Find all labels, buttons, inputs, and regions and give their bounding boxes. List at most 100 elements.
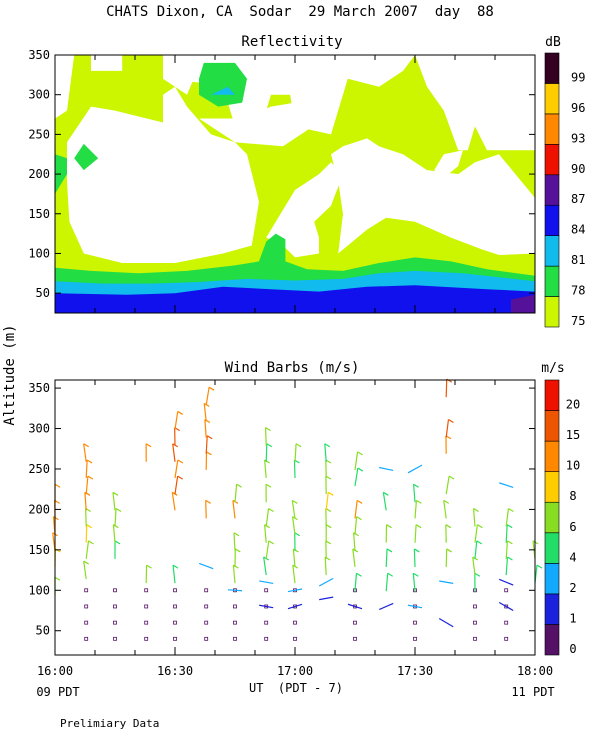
wind-barb-flag — [265, 483, 272, 488]
wind-barb — [413, 548, 416, 567]
wind-barb — [439, 580, 454, 584]
wind-barb-flag — [86, 524, 93, 529]
wind-barb — [414, 524, 417, 543]
calm-marker — [173, 620, 177, 625]
reflectivity-title: Reflectivity — [241, 34, 342, 50]
colorbar-label: 4 — [569, 550, 576, 564]
x-axis-label: UT (PDT - 7) — [249, 681, 343, 695]
colorbar-swatch-db-90 — [544, 144, 560, 176]
reflectivity-region-81-1 — [211, 86, 235, 95]
reflectivity-region-clear-6 — [434, 150, 463, 178]
colorbar-label: 10 — [566, 459, 580, 473]
wind-barb — [227, 589, 243, 592]
wind-barb-flag — [327, 491, 334, 496]
wind-barb-flag — [357, 451, 363, 456]
y-tick-label: 50 — [36, 624, 50, 638]
wind-barbs-x-axis: 16:00 16:30 17:00 17:30 18:00 — [37, 380, 553, 678]
calm-marker — [84, 620, 89, 625]
reflectivity-region-78-2 — [199, 62, 247, 107]
wind-barbs-title: Wind Barbs (m/s) — [225, 360, 360, 376]
colorbar-label: 87 — [571, 192, 585, 206]
calm-marker — [84, 636, 89, 641]
wind-barb-flag — [324, 443, 331, 448]
wind-barb — [292, 548, 296, 567]
wind-barb-flag — [114, 540, 121, 545]
wind-barb — [498, 578, 514, 586]
wind-barb — [265, 508, 270, 527]
calm-marker — [504, 588, 509, 593]
calm-marker — [413, 636, 417, 641]
wind-barb — [505, 524, 508, 543]
calm-marker — [413, 620, 417, 625]
wind-barb — [292, 565, 296, 584]
y-tick-label: 200 — [28, 502, 50, 516]
wind-barb — [445, 379, 448, 398]
colorbar-swatch-ms-4 — [544, 532, 560, 564]
wind-barb-flag — [507, 556, 513, 561]
footer-note: Prelimiary Data — [60, 717, 159, 730]
wind-barb — [291, 516, 296, 535]
wind-barb-flag — [477, 524, 483, 529]
wind-barb — [472, 556, 476, 576]
wind-barb — [347, 603, 363, 610]
wind-barb-flag — [293, 548, 299, 553]
calm-marker — [233, 620, 237, 625]
wind-barb-flag — [268, 540, 275, 545]
calm-marker — [84, 588, 89, 593]
wind-barb — [445, 419, 450, 438]
wind-barb-flag — [474, 572, 481, 577]
y-tick-label: 150 — [28, 207, 50, 221]
y-tick-label: 300 — [28, 422, 50, 436]
wind-barb — [324, 556, 327, 576]
reflectivity-colorbar-title: dB — [545, 35, 561, 50]
calm-marker — [473, 604, 477, 609]
colorbar-swatch-ms-1 — [544, 593, 560, 625]
wind-barb-flag — [353, 532, 359, 537]
calm-marker — [353, 636, 357, 641]
calm-marker — [473, 620, 477, 625]
calm-marker — [144, 620, 149, 625]
wind-barb — [84, 492, 87, 511]
wind-barb — [234, 484, 238, 503]
wind-barb — [85, 459, 88, 479]
colorbar-label: 84 — [571, 223, 585, 237]
wind-barb-flag — [532, 540, 539, 545]
x-tick-label: 17:00 — [277, 664, 313, 678]
wind-barb-flag — [264, 459, 270, 464]
wind-barb — [382, 492, 387, 511]
wind-barb-flag — [266, 443, 273, 448]
wind-barb-flag — [291, 499, 298, 504]
wind-barb-flag — [177, 410, 184, 415]
reflectivity-region-clear-5 — [331, 138, 535, 255]
wind-barb — [407, 464, 423, 474]
colorbar-label: 78 — [571, 284, 585, 298]
wind-barb-flag — [177, 459, 184, 464]
calm-marker — [353, 620, 357, 625]
wind-barb-flag — [112, 491, 119, 496]
wind-barb-flag — [294, 532, 301, 537]
x-tick-label: 16:00 — [37, 664, 73, 678]
wind-barb-flag — [146, 564, 152, 569]
wind-barb — [445, 476, 450, 495]
wind-barb — [259, 580, 274, 585]
wind-barb — [318, 577, 334, 587]
wind-barb — [114, 508, 117, 527]
wind-barb — [205, 387, 210, 406]
reflectivity-y-axis: 50 100 150 200 250 300 350 — [28, 48, 535, 300]
x-tick-label: 17:30 — [397, 664, 433, 678]
wind-barb-flag — [53, 516, 59, 521]
y-tick-label: 150 — [28, 543, 50, 557]
wind-barb-flag — [445, 524, 452, 529]
wind-barb-flag — [233, 532, 240, 537]
colorbar-swatch-db-78 — [544, 265, 560, 297]
wind-barb — [233, 532, 236, 551]
colorbar-label: 15 — [566, 428, 580, 442]
wind-barb — [265, 427, 267, 446]
wind-barb — [505, 540, 508, 559]
wind-barb — [232, 565, 236, 584]
colorbar-swatch-db-93 — [544, 113, 560, 145]
wind-barb-flag — [86, 459, 93, 464]
wind-barb — [324, 443, 327, 462]
y-axis-label: Altitude (m) — [2, 324, 18, 425]
wind-barb-flag — [87, 475, 94, 480]
